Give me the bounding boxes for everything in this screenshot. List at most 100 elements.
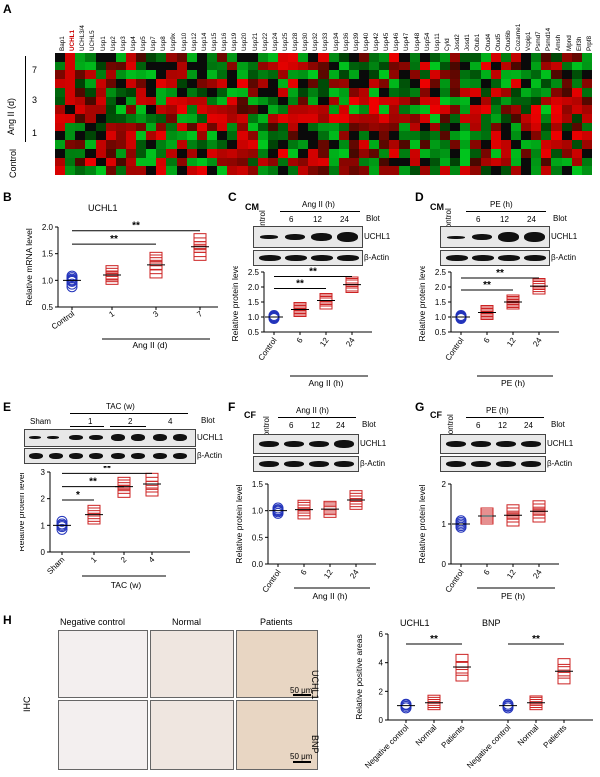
heatmap-cell xyxy=(146,122,157,132)
heatmap-cell xyxy=(267,70,279,80)
heatmap-cell xyxy=(419,61,431,71)
heatmap-cell xyxy=(136,105,147,115)
heatmap-gene-labels: Bap1 UCHL1 UCHL3/4 UCHL5 Usp1 Usp2 Usp3 Usp4 Usp… xyxy=(0,0,600,52)
heatmap-cell xyxy=(308,79,319,89)
heatmap-cell xyxy=(541,61,552,71)
heatmap-cell xyxy=(328,122,340,132)
heatmap-cell xyxy=(389,87,400,98)
heatmap-gene-label: Amsh xyxy=(555,34,563,51)
heatmap-gene-label: Usp20 xyxy=(241,32,249,51)
data-point xyxy=(506,294,520,304)
heatmap-cell xyxy=(419,105,431,115)
heatmap-cell xyxy=(409,140,421,150)
heatmap-cell xyxy=(75,61,86,71)
heatmap-cell xyxy=(277,61,289,71)
y-tick-label: 2 xyxy=(442,480,447,489)
heatmap-cell xyxy=(581,140,593,150)
heatmap-cell xyxy=(257,105,269,115)
heatmap-cell xyxy=(237,157,248,167)
heatmap-cell xyxy=(85,61,97,71)
heatmap-cell xyxy=(379,148,390,159)
data-point xyxy=(272,502,284,514)
heatmap-cell xyxy=(460,87,471,98)
heatmap-gene-label: Usp45 xyxy=(383,32,391,51)
heatmap-cell xyxy=(328,114,340,124)
heatmap-cell xyxy=(217,140,228,150)
heatmap-cell xyxy=(136,87,147,98)
heatmap-cell xyxy=(247,114,259,124)
heatmap-cell xyxy=(247,96,259,106)
data-point xyxy=(557,663,571,673)
heatmap-cell xyxy=(460,96,471,106)
heatmap-cell xyxy=(328,70,340,80)
heatmap-cell xyxy=(166,122,178,132)
blot-f-header-line xyxy=(278,417,356,418)
heatmap-cell xyxy=(490,114,502,124)
heatmap-cell xyxy=(125,87,137,98)
heatmap-cell xyxy=(500,114,512,124)
y-tick-label: 1.0 xyxy=(252,507,264,516)
heatmap-cell xyxy=(490,122,502,132)
heatmap-cell xyxy=(217,79,228,89)
heatmap-gene-label: Psmd7 xyxy=(535,31,543,51)
heatmap-cell xyxy=(196,53,208,63)
heatmap-cell xyxy=(237,79,248,89)
heatmap-cell xyxy=(196,105,208,115)
heatmap-cell xyxy=(308,131,319,141)
heatmap-cell xyxy=(389,157,400,167)
heatmap-cell xyxy=(267,131,279,141)
heatmap-gene-label: Usp24 xyxy=(271,32,279,51)
ihc-scale-bar-1 xyxy=(293,694,311,696)
heatmap-gene-label: Usp4 xyxy=(129,36,137,51)
heatmap-cell xyxy=(440,131,451,141)
heatmap-cell xyxy=(510,87,522,98)
panel-label-c: C xyxy=(228,190,237,204)
heatmap-cell xyxy=(450,53,461,63)
heatmap-cell xyxy=(55,148,66,159)
heatmap-cell xyxy=(318,166,330,176)
heatmap-cell xyxy=(136,53,147,63)
heatmap-cell xyxy=(490,148,502,159)
heatmap-cell xyxy=(379,166,390,176)
heatmap-cell xyxy=(206,157,218,167)
heatmap-cell xyxy=(277,122,289,132)
heatmap-cell xyxy=(409,53,421,63)
heatmap-cell xyxy=(500,166,512,176)
heatmap-cell xyxy=(571,140,583,150)
heatmap-cell xyxy=(196,157,208,167)
x-axis-label: PE (h) xyxy=(501,591,525,601)
heatmap-cell xyxy=(267,61,279,71)
heatmap-cell xyxy=(409,122,421,132)
heatmap-cell xyxy=(419,53,431,63)
heatmap-cell xyxy=(277,131,289,141)
heatmap-cell xyxy=(571,157,583,167)
heatmap-gene-label: Otud5 xyxy=(494,33,502,51)
heatmap-cell xyxy=(277,105,289,115)
heatmap-cell xyxy=(176,96,188,106)
heatmap-cell xyxy=(247,148,259,159)
heatmap-cell xyxy=(429,70,441,80)
x-tick-label: Negative control xyxy=(465,723,512,770)
data-point xyxy=(506,504,520,514)
heatmap-gene-label: Eif3h xyxy=(575,36,583,51)
heatmap-cell xyxy=(490,131,502,141)
heatmap-cell xyxy=(338,79,350,89)
heatmap-cell xyxy=(500,122,512,132)
heatmap-cell xyxy=(358,131,370,141)
chart-b-title: UCHL1 xyxy=(88,203,118,213)
heatmap-gene-label: Usp12 xyxy=(190,32,198,51)
heatmap-cell xyxy=(328,96,340,106)
heatmap-cell xyxy=(105,122,117,132)
blot-f-lane-12: 12 xyxy=(311,421,320,430)
heatmap-cell xyxy=(217,122,228,132)
y-tick-label: 0.5 xyxy=(42,303,54,312)
heatmap-cell xyxy=(125,140,137,150)
heatmap-cell xyxy=(176,114,188,124)
heatmap-cell xyxy=(206,87,218,98)
heatmap-cell xyxy=(247,131,259,141)
heatmap-cell xyxy=(338,122,350,132)
blot-e-row-actin: β-Actin xyxy=(197,451,223,460)
blot-f-lane-6: 6 xyxy=(289,421,294,430)
heatmap-cell xyxy=(480,105,492,115)
heatmap-cell xyxy=(500,87,512,98)
